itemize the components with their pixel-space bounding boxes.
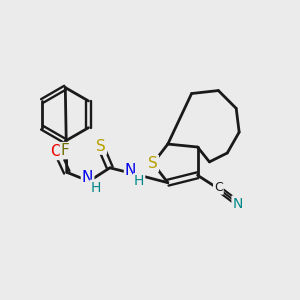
Text: N: N: [82, 170, 93, 185]
Text: N: N: [125, 163, 136, 178]
Text: O: O: [50, 144, 62, 159]
Text: S: S: [148, 156, 158, 171]
Text: H: H: [134, 174, 144, 188]
Text: H: H: [90, 181, 101, 195]
Text: C: C: [214, 181, 223, 194]
Text: S: S: [96, 139, 106, 154]
Text: F: F: [61, 143, 70, 158]
Text: N: N: [232, 196, 243, 211]
